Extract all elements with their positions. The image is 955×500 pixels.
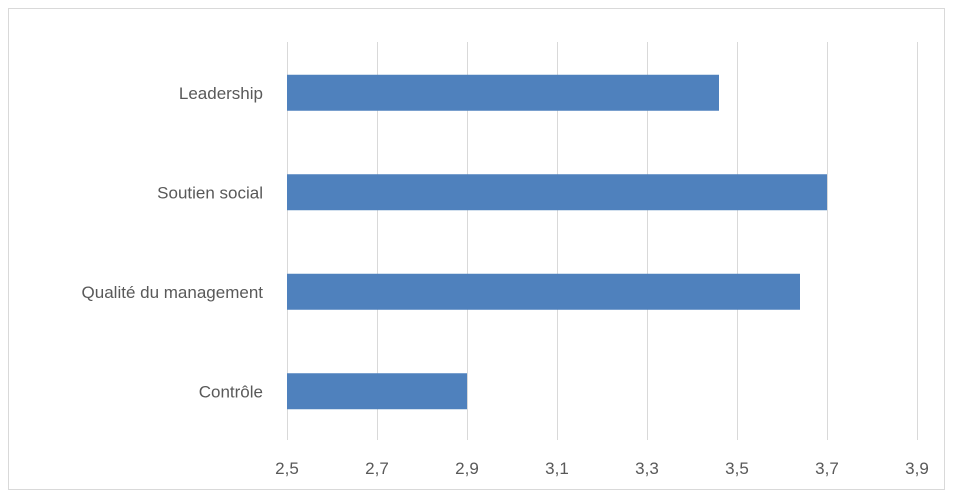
category-label: Soutien social xyxy=(157,183,263,202)
bar xyxy=(287,373,467,410)
x-tick-label: 2,7 xyxy=(365,459,389,478)
category-label: Leadership xyxy=(179,84,263,103)
x-tick-label: 3,7 xyxy=(815,459,839,478)
category-label: Contrôle xyxy=(199,382,263,401)
x-tick-label: 3,3 xyxy=(635,459,659,478)
category-label: Qualité du management xyxy=(82,283,264,302)
x-tick-label: 3,9 xyxy=(905,459,929,478)
bar xyxy=(287,273,800,310)
bar xyxy=(287,74,719,111)
x-tick-label: 2,5 xyxy=(275,459,299,478)
bars xyxy=(287,74,827,410)
x-tick-label: 2,9 xyxy=(455,459,479,478)
bar xyxy=(287,174,827,211)
x-tick-labels: 2,5 2,7 2,9 3,1 3,3 3,5 3,7 3,9 xyxy=(275,459,929,478)
x-tick-label: 3,5 xyxy=(725,459,749,478)
x-tick-label: 3,1 xyxy=(545,459,569,478)
category-labels: Leadership Soutien social Qualité du manag… xyxy=(82,84,264,402)
